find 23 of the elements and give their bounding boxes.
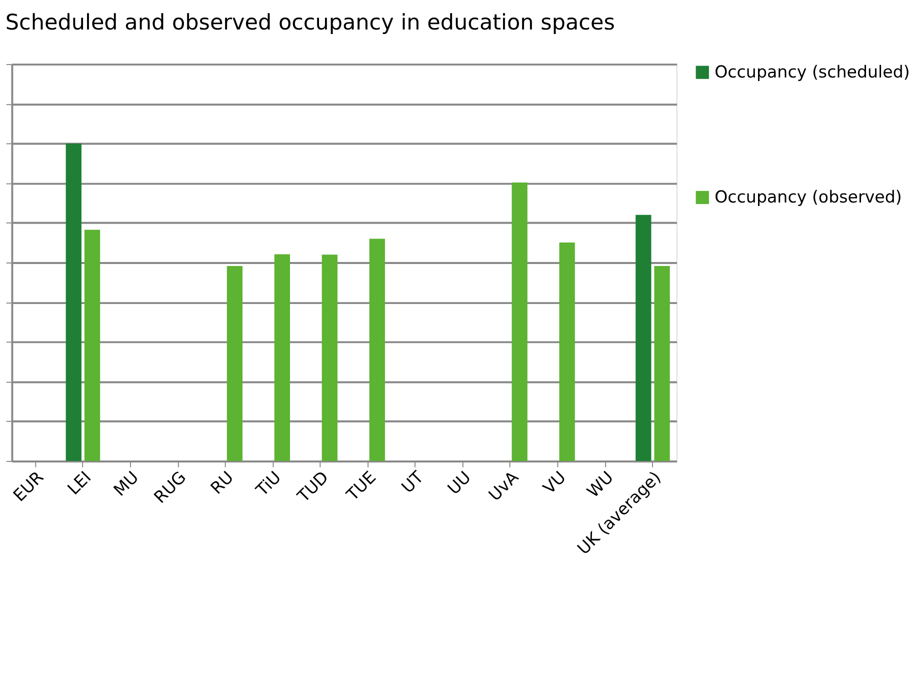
x-tick-label: MU (110, 468, 142, 500)
legend-label: Occupancy (scheduled) (714, 62, 910, 82)
x-tick-label: UT (398, 467, 428, 497)
legend-label: Occupancy (observed) (714, 187, 902, 206)
x-tick-label: VU (540, 468, 570, 498)
x-tick-label: LEI (64, 468, 95, 499)
bar (274, 254, 290, 461)
x-tick-label: RU (207, 468, 238, 498)
bar (559, 242, 575, 461)
x-tick-label: UvA (485, 467, 523, 505)
x-tick-label: TiU (252, 468, 285, 500)
bar (512, 182, 528, 461)
bar (369, 238, 385, 461)
bar (66, 143, 82, 461)
x-tick-label: TUD (293, 468, 332, 507)
bar (84, 230, 100, 461)
bar (226, 266, 243, 461)
x-tick-label: TUE (342, 468, 380, 505)
chart-title: Scheduled and observed occupancy in education spaces (5, 10, 615, 36)
bar (322, 254, 338, 461)
x-tick-label: UU (444, 468, 475, 498)
bar (636, 214, 652, 461)
bar (654, 266, 670, 461)
